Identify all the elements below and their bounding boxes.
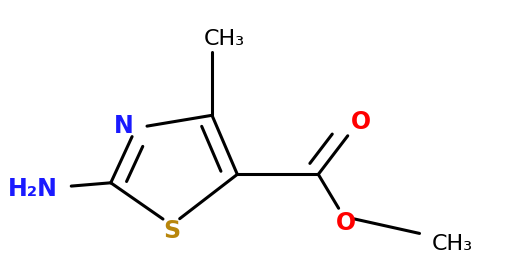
- Text: S: S: [163, 219, 180, 243]
- Text: O: O: [336, 211, 356, 235]
- Text: H₂N: H₂N: [7, 177, 57, 201]
- Text: N: N: [114, 114, 133, 138]
- Text: CH₃: CH₃: [204, 29, 245, 49]
- Text: O: O: [351, 110, 371, 134]
- Text: CH₃: CH₃: [432, 234, 473, 254]
